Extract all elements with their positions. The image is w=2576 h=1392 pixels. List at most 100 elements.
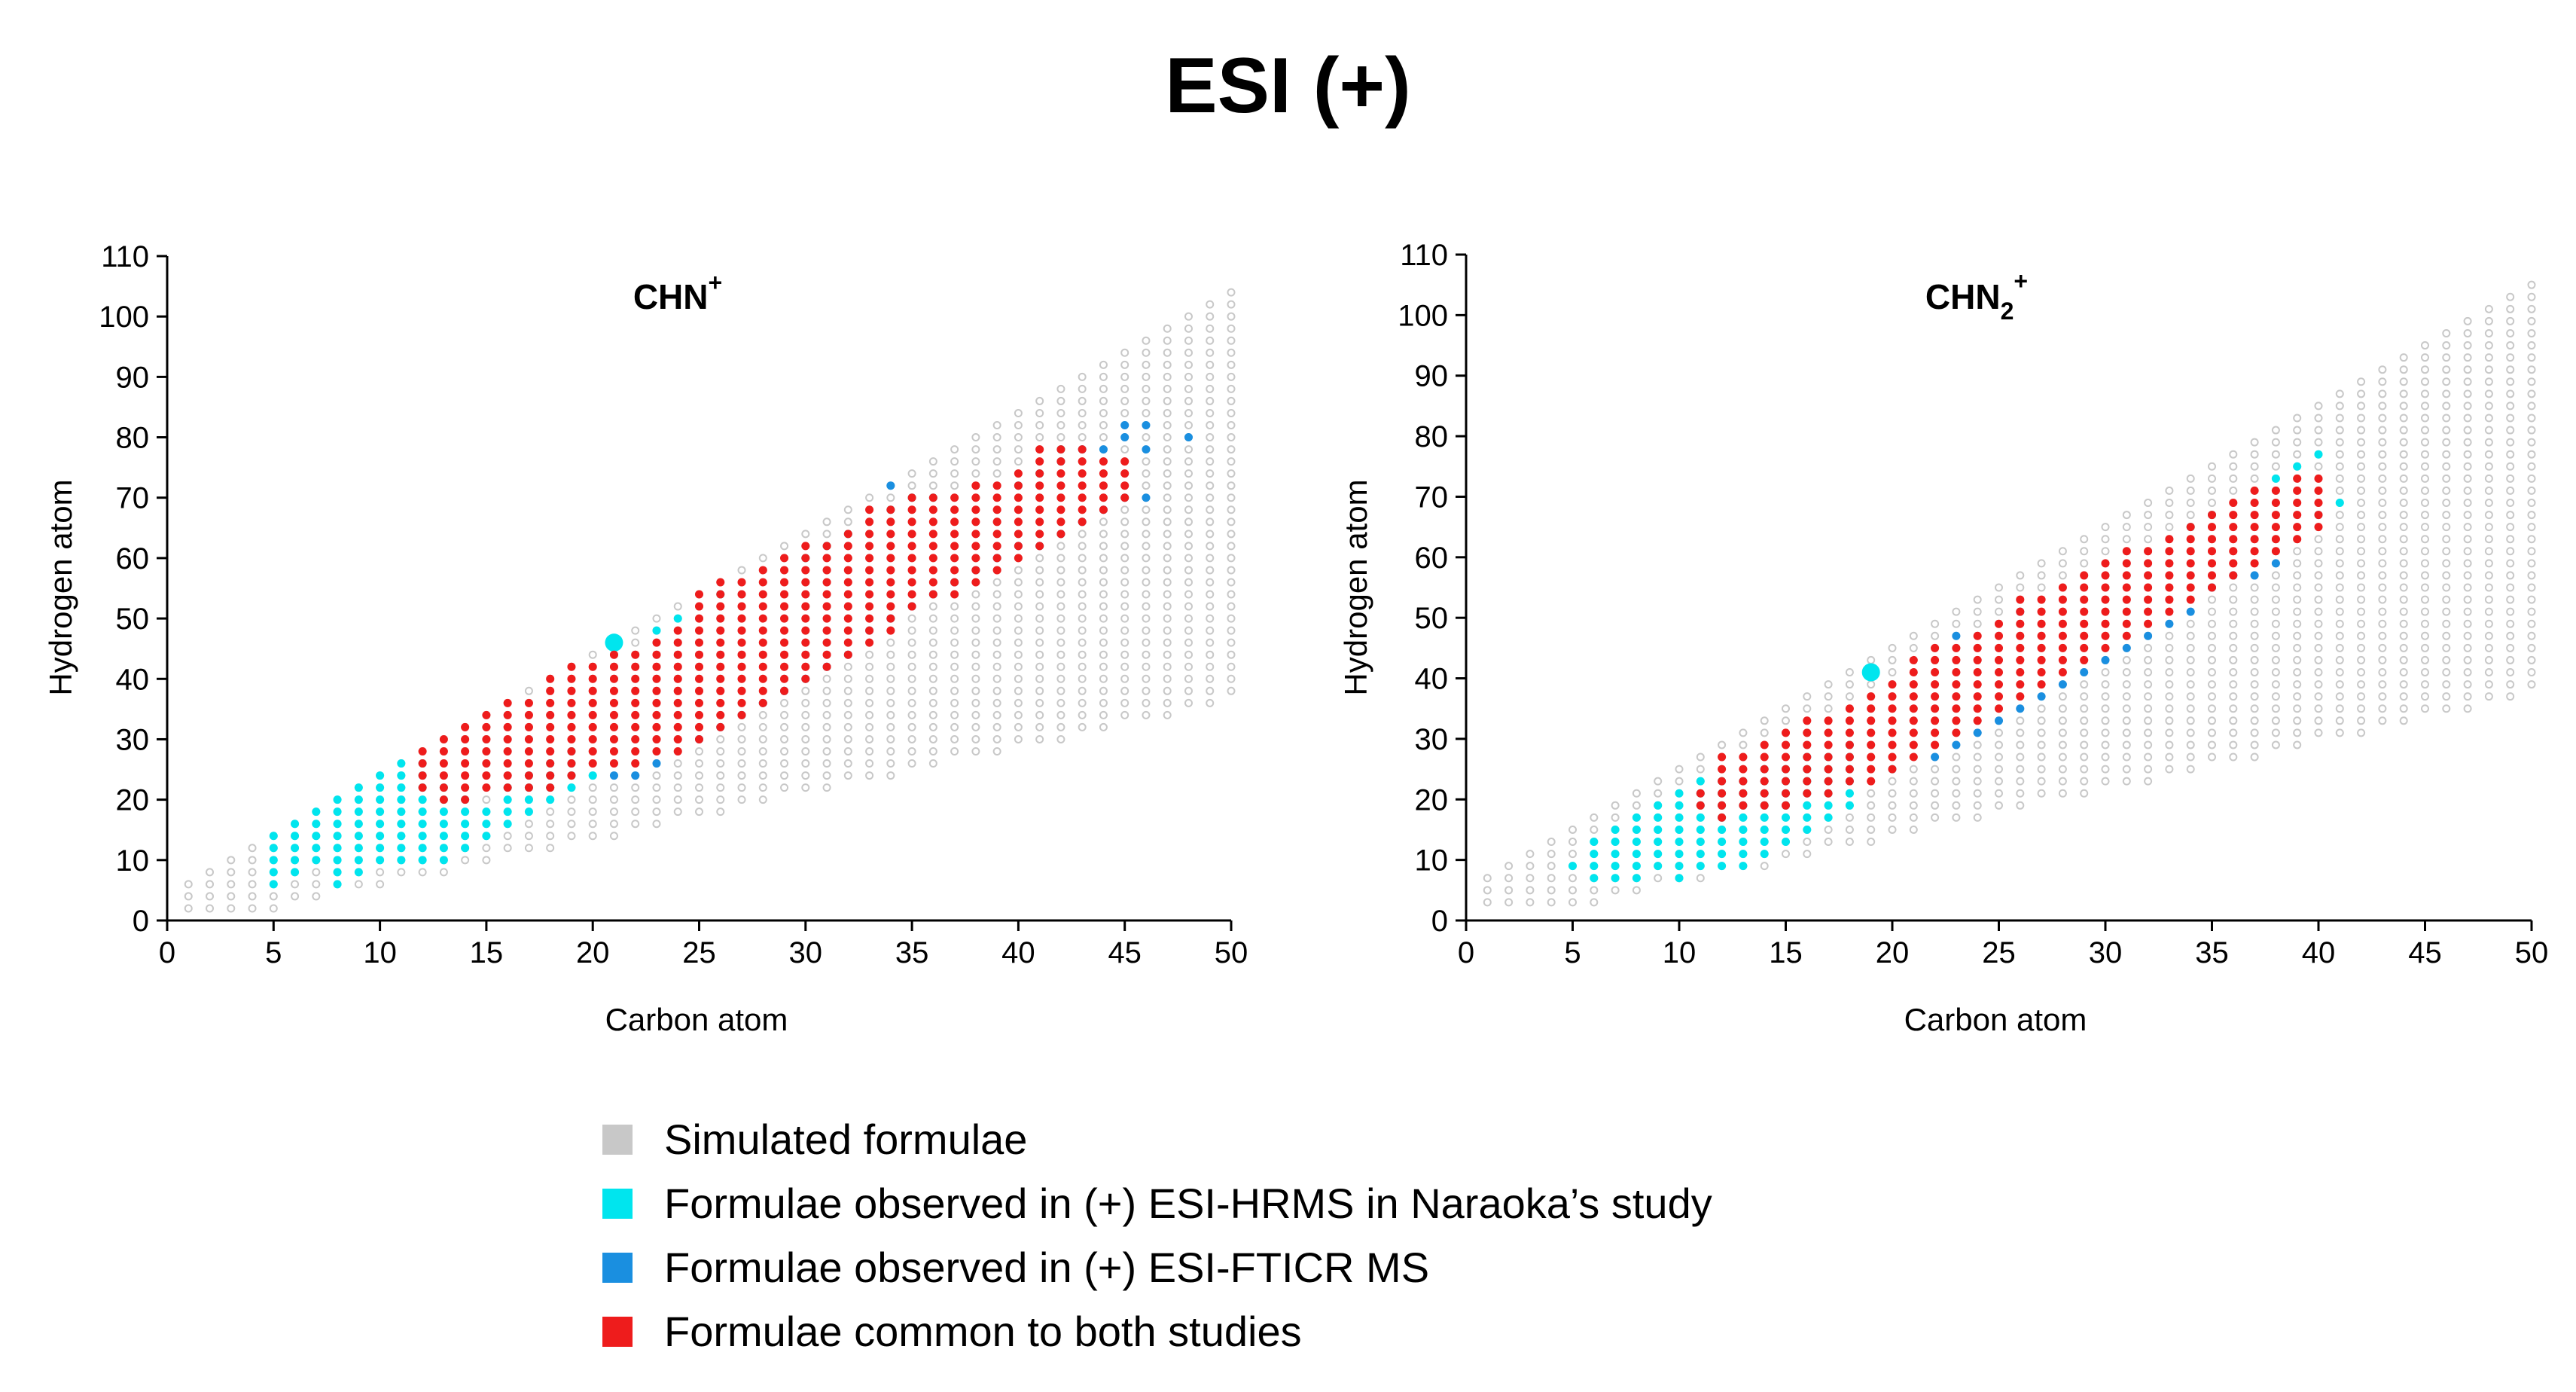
point-common (503, 759, 512, 768)
point-common (1845, 752, 1854, 762)
point-simulated (992, 614, 1001, 623)
point-simulated (971, 698, 980, 707)
point-simulated (2335, 426, 2344, 435)
point-simulated (2335, 668, 2344, 677)
point-common (1035, 493, 1044, 502)
point-simulated (2421, 353, 2429, 362)
point-simulated (1142, 626, 1151, 635)
point-simulated (950, 722, 959, 731)
point-common (843, 614, 852, 623)
point-simulated (971, 650, 980, 659)
point-simulated (1035, 396, 1044, 405)
point-simulated (992, 710, 1001, 719)
point-simulated (1931, 801, 1940, 810)
point-simulated (2314, 559, 2323, 568)
point-simulated (2527, 328, 2536, 337)
point-simulated (2442, 704, 2451, 713)
point-hrms (1696, 838, 1705, 847)
point-simulated (1845, 668, 1854, 677)
point-simulated (843, 746, 852, 756)
point-hrms (1611, 850, 1620, 859)
point-simulated (2144, 692, 2153, 701)
point-simulated (1056, 722, 1065, 731)
point-common (2122, 607, 2131, 616)
point-simulated (1035, 686, 1044, 695)
point-simulated (1184, 590, 1193, 599)
point-simulated (1803, 704, 1812, 713)
point-common (1078, 481, 1087, 490)
point-simulated (822, 759, 831, 768)
figure-title: ESI (+) (1165, 42, 1411, 130)
point-simulated (1227, 457, 1236, 466)
point-common (1739, 777, 1748, 786)
point-fticr (2122, 643, 2131, 652)
point-simulated (1099, 421, 1108, 430)
point-simulated (2506, 328, 2515, 337)
point-simulated (2442, 619, 2451, 628)
point-common (2122, 619, 2131, 628)
point-simulated (2399, 692, 2408, 701)
point-fticr (1142, 421, 1151, 430)
point-simulated (2527, 631, 2536, 640)
point-simulated (1120, 517, 1129, 527)
point-simulated (1142, 674, 1151, 683)
point-simulated (2527, 619, 2536, 628)
point-simulated (2101, 728, 2110, 737)
point-common (801, 602, 810, 611)
point-fticr (2165, 619, 2174, 628)
point-common (1995, 704, 2003, 713)
point-simulated (886, 674, 895, 683)
legend-swatch-hrms (602, 1188, 633, 1219)
point-simulated (1632, 801, 1641, 810)
point-common (2208, 583, 2216, 592)
point-common (1867, 765, 1876, 774)
point-common (1782, 728, 1790, 737)
point-fticr (1995, 716, 2003, 725)
y-tick-label: 10 (116, 844, 150, 878)
point-simulated (1120, 396, 1129, 405)
point-simulated (1995, 801, 2003, 810)
point-simulated (737, 746, 746, 756)
axes-chn2: 0 5 10 15 20 25 30 35 40 45 5001020304050607080901… (1398, 239, 2548, 969)
point-common (2016, 607, 2025, 616)
point-simulated (2484, 643, 2493, 652)
point-simulated (312, 868, 321, 877)
point-simulated (1142, 433, 1151, 442)
point-common (1718, 789, 1727, 798)
point-simulated (227, 880, 236, 889)
point-common (673, 746, 682, 756)
point-simulated (1184, 324, 1193, 333)
point-hrms (312, 856, 321, 865)
point-simulated (227, 856, 236, 865)
point-hrms (1739, 825, 1748, 834)
point-simulated (2335, 535, 2344, 544)
point-simulated (2399, 438, 2408, 447)
point-hrms (376, 795, 385, 804)
point-simulated (1184, 336, 1193, 345)
point-simulated (1163, 662, 1172, 671)
point-simulated (631, 807, 640, 817)
point-hrms (1760, 825, 1769, 834)
point-hrms (1696, 850, 1705, 859)
point-simulated (2442, 328, 2451, 337)
point-simulated (1163, 348, 1172, 357)
point-common (865, 542, 874, 551)
point-common (503, 722, 512, 731)
point-common (737, 614, 746, 623)
point-simulated (2186, 668, 2195, 677)
point-simulated (1014, 698, 1023, 707)
point-simulated (1206, 445, 1215, 454)
point-fticr (1142, 445, 1151, 454)
point-simulated (2271, 426, 2280, 435)
point-simulated (1184, 542, 1193, 551)
point-simulated (1035, 722, 1044, 731)
point-common (2058, 668, 2067, 677)
point-simulated (1142, 530, 1151, 539)
point-common (1995, 692, 2003, 701)
point-simulated (2442, 341, 2451, 350)
point-common (1803, 789, 1812, 798)
point-simulated (631, 795, 640, 804)
point-simulated (1120, 542, 1129, 551)
point-fticr (2101, 655, 2110, 664)
point-simulated (1163, 590, 1172, 599)
